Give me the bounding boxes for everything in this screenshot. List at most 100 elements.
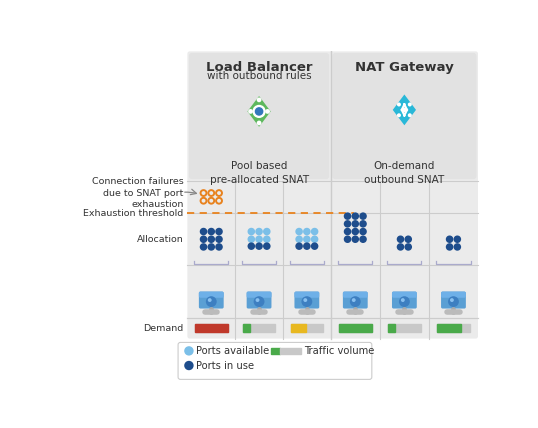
Circle shape (264, 236, 270, 242)
Circle shape (455, 236, 461, 242)
Circle shape (455, 244, 461, 250)
Circle shape (447, 244, 452, 250)
Circle shape (208, 244, 214, 250)
Text: Pool based
pre-allocated SNAT: Pool based pre-allocated SNAT (209, 160, 309, 185)
Circle shape (296, 236, 302, 242)
Circle shape (249, 236, 254, 242)
Text: Traffic volume: Traffic volume (303, 346, 374, 356)
Text: Ports in use: Ports in use (196, 360, 254, 371)
Circle shape (399, 296, 410, 307)
FancyBboxPatch shape (392, 291, 417, 309)
Circle shape (345, 236, 350, 242)
Bar (243, 324, 275, 333)
Bar (291, 324, 306, 333)
Bar (339, 324, 372, 333)
Circle shape (264, 243, 270, 249)
Circle shape (345, 213, 350, 219)
Circle shape (216, 236, 222, 242)
FancyBboxPatch shape (178, 342, 372, 379)
Circle shape (312, 236, 317, 242)
Circle shape (256, 243, 262, 249)
FancyBboxPatch shape (294, 291, 319, 309)
FancyBboxPatch shape (441, 291, 466, 309)
Bar (291, 324, 323, 333)
Text: Ports available: Ports available (196, 346, 269, 356)
FancyBboxPatch shape (294, 291, 319, 298)
Circle shape (352, 236, 358, 242)
Bar (437, 324, 461, 333)
Text: Allocation: Allocation (137, 235, 183, 244)
Circle shape (312, 243, 317, 249)
Text: Load Balancer: Load Balancer (206, 61, 313, 74)
Circle shape (352, 213, 358, 219)
Circle shape (256, 236, 262, 242)
Circle shape (253, 106, 265, 117)
Circle shape (398, 236, 404, 242)
Circle shape (450, 298, 454, 302)
Circle shape (208, 229, 214, 235)
Circle shape (249, 229, 254, 235)
Text: with outbound rules: with outbound rules (207, 71, 312, 80)
Circle shape (266, 110, 269, 113)
Circle shape (350, 296, 360, 307)
Bar (388, 324, 395, 333)
Text: On-demand
outbound SNAT: On-demand outbound SNAT (364, 160, 444, 185)
FancyBboxPatch shape (392, 291, 417, 298)
Circle shape (409, 114, 411, 116)
Circle shape (301, 296, 312, 307)
Circle shape (352, 298, 356, 302)
FancyBboxPatch shape (332, 53, 477, 179)
Circle shape (258, 98, 260, 101)
Circle shape (249, 243, 254, 249)
Circle shape (360, 229, 366, 235)
Circle shape (345, 221, 350, 227)
Circle shape (398, 114, 400, 116)
Circle shape (398, 244, 404, 250)
Text: Exhaustion threshold: Exhaustion threshold (83, 208, 183, 217)
FancyBboxPatch shape (199, 291, 224, 298)
Circle shape (258, 122, 260, 125)
Circle shape (304, 229, 310, 235)
Circle shape (253, 296, 265, 307)
Circle shape (216, 244, 222, 250)
Circle shape (208, 236, 214, 242)
Bar (243, 324, 250, 333)
Circle shape (185, 347, 193, 355)
Circle shape (403, 108, 406, 111)
Polygon shape (393, 95, 416, 125)
Text: Demand: Demand (143, 324, 183, 333)
Circle shape (360, 236, 366, 242)
Circle shape (256, 108, 263, 115)
Circle shape (405, 244, 411, 250)
FancyBboxPatch shape (441, 291, 466, 298)
Circle shape (296, 243, 302, 249)
FancyBboxPatch shape (343, 291, 367, 309)
FancyBboxPatch shape (187, 51, 478, 339)
Circle shape (216, 229, 222, 235)
Circle shape (304, 243, 310, 249)
Bar (271, 348, 280, 354)
Circle shape (201, 244, 207, 250)
Bar (437, 324, 470, 333)
FancyBboxPatch shape (199, 291, 224, 309)
Circle shape (303, 298, 307, 302)
Bar (280, 348, 301, 354)
FancyBboxPatch shape (189, 53, 329, 179)
Circle shape (352, 221, 358, 227)
Text: NAT Gateway: NAT Gateway (355, 61, 454, 74)
Circle shape (409, 103, 411, 106)
Polygon shape (247, 96, 271, 127)
Circle shape (447, 236, 452, 242)
Circle shape (201, 236, 207, 242)
Bar (195, 324, 228, 333)
Circle shape (256, 229, 262, 235)
Circle shape (256, 298, 259, 302)
Circle shape (345, 229, 350, 235)
Circle shape (398, 103, 400, 106)
Circle shape (185, 362, 193, 369)
FancyBboxPatch shape (343, 291, 367, 298)
Circle shape (201, 229, 207, 235)
Circle shape (208, 298, 211, 302)
Bar (195, 324, 228, 333)
Circle shape (405, 236, 411, 242)
